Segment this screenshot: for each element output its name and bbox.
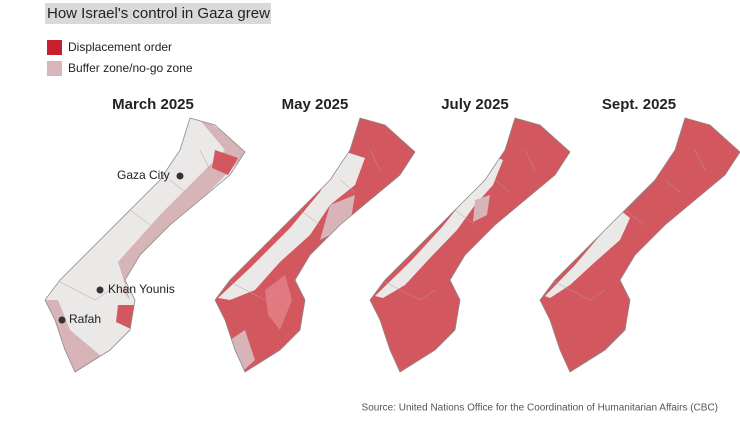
panel-title: Sept. 2025 [602,96,676,113]
legend-label: Buffer zone/no-go zone [68,61,193,75]
title: How Israel's control in Gaza grew [47,5,270,22]
panel-title: May 2025 [282,96,349,113]
city-label: Gaza City [117,168,170,182]
panel-title: July 2025 [441,96,509,113]
legend-swatch [47,40,62,55]
map-march: Gaza City Khan Younis Rafah [44,117,246,373]
source: Source: United Nations Office for the Co… [362,403,718,414]
legend-label: Displacement order [68,40,172,54]
title-highlight [45,3,271,24]
panel-title: March 2025 [112,96,194,113]
city-label: Rafah [69,312,101,326]
city-label: Khan Younis [108,282,175,296]
legend-swatch [47,61,62,76]
